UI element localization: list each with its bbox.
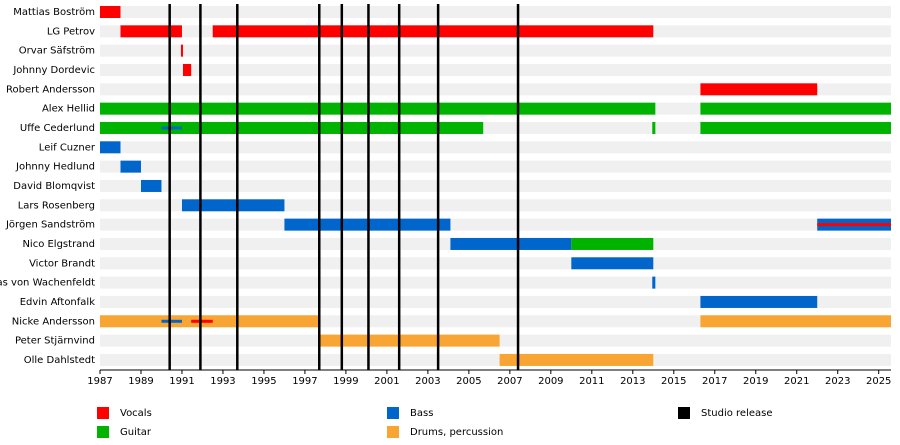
x-tick-label: 2011 bbox=[579, 376, 604, 387]
member-name: David Blomqvist bbox=[13, 181, 95, 192]
row-stripe bbox=[100, 44, 891, 57]
member-name: Lars Rosenberg bbox=[18, 200, 95, 211]
membership-bar bbox=[571, 257, 654, 270]
member-name: Johnny Dordevic bbox=[12, 65, 95, 76]
membership-bar bbox=[450, 237, 572, 250]
x-tick-label: 2001 bbox=[374, 376, 399, 387]
row-stripe bbox=[100, 141, 891, 154]
member-name: Johnny Hedlund bbox=[15, 162, 95, 173]
membership-bar bbox=[191, 319, 213, 323]
membership-bar bbox=[817, 223, 891, 227]
legend-swatch bbox=[97, 407, 109, 419]
membership-bar bbox=[161, 319, 182, 323]
membership-bar bbox=[700, 83, 818, 96]
member-name: LG Petrov bbox=[47, 26, 95, 37]
x-tick-label: 2019 bbox=[743, 376, 768, 387]
legend-label: Studio release bbox=[701, 408, 773, 419]
legend-swatch bbox=[97, 426, 109, 438]
membership-bar bbox=[100, 141, 121, 154]
row-stripe bbox=[100, 179, 891, 192]
row-stripe bbox=[100, 257, 891, 270]
membership-bar bbox=[181, 199, 285, 212]
member-name: Olle Dahlstedt bbox=[24, 355, 95, 366]
x-tick-label: 2005 bbox=[456, 376, 481, 387]
member-name: Uffe Cederlund bbox=[20, 123, 95, 134]
legend-label: Drums, percussion bbox=[410, 427, 503, 438]
x-tick-label: 2021 bbox=[784, 376, 809, 387]
member-name: Leif Cuzner bbox=[39, 142, 96, 153]
membership-bar bbox=[212, 25, 654, 38]
x-tick-label: 2025 bbox=[866, 376, 891, 387]
x-tick-label: 2007 bbox=[497, 376, 522, 387]
x-tick-label: 2015 bbox=[661, 376, 686, 387]
row-stripe bbox=[100, 218, 891, 231]
member-name: Alex Hellid bbox=[42, 104, 95, 115]
x-tick-label: 1987 bbox=[87, 376, 112, 387]
legend-label: Bass bbox=[410, 408, 433, 419]
row-stripe bbox=[100, 295, 891, 308]
legend-swatch bbox=[387, 426, 399, 438]
membership-bar bbox=[182, 63, 192, 76]
membership-bar bbox=[120, 160, 141, 173]
member-name: Nico Elgstrand bbox=[22, 239, 95, 250]
membership-bar bbox=[700, 295, 818, 308]
legend-label: Vocals bbox=[120, 408, 152, 419]
x-tick-label: 1995 bbox=[251, 376, 276, 387]
membership-bar bbox=[180, 44, 183, 57]
row-stripe bbox=[100, 199, 891, 212]
member-name: Mattias Boström bbox=[13, 7, 95, 18]
membership-bar bbox=[571, 237, 654, 250]
member-name: Peter Stjärnvind bbox=[15, 336, 95, 347]
legend-swatch bbox=[678, 407, 690, 419]
member-name: Edvin Aftonfalk bbox=[20, 297, 96, 308]
row-stripe bbox=[100, 353, 891, 366]
membership-bar bbox=[499, 353, 654, 366]
membership-bar bbox=[100, 102, 656, 115]
row-stripe bbox=[100, 160, 891, 173]
x-tick-label: 1991 bbox=[169, 376, 194, 387]
row-stripe bbox=[100, 276, 891, 289]
member-name: Tomas von Wachenfeldt bbox=[0, 278, 95, 289]
membership-bar bbox=[700, 102, 891, 115]
membership-bar bbox=[652, 121, 656, 134]
row-stripe bbox=[100, 6, 891, 18]
row-stripe bbox=[100, 63, 891, 76]
legend-swatch bbox=[387, 407, 399, 419]
membership-bar bbox=[161, 126, 182, 130]
x-tick-label: 2023 bbox=[825, 376, 850, 387]
membership-bar bbox=[120, 25, 182, 38]
x-tick-label: 2003 bbox=[415, 376, 440, 387]
x-tick-label: 1993 bbox=[210, 376, 235, 387]
member-name: Victor Brandt bbox=[29, 258, 95, 269]
member-name: Jörgen Sandström bbox=[5, 220, 95, 231]
membership-bar bbox=[100, 6, 121, 18]
membership-bar bbox=[700, 315, 891, 328]
membership-bar bbox=[700, 121, 891, 134]
membership-bar bbox=[319, 334, 500, 347]
x-tick-label: 2017 bbox=[702, 376, 727, 387]
membership-bar bbox=[140, 179, 162, 192]
legend-label: Guitar bbox=[120, 427, 152, 438]
member-name: Nicke Andersson bbox=[12, 316, 95, 327]
row-stripe bbox=[100, 83, 891, 96]
x-tick-label: 1989 bbox=[128, 376, 153, 387]
membership-bar bbox=[652, 276, 656, 289]
x-tick-label: 1997 bbox=[292, 376, 317, 387]
member-name: Robert Andersson bbox=[6, 84, 95, 95]
x-tick-label: 2013 bbox=[620, 376, 645, 387]
x-tick-label: 2009 bbox=[538, 376, 563, 387]
member-name: Orvar Säfström bbox=[19, 46, 95, 57]
x-tick-label: 1999 bbox=[333, 376, 358, 387]
membership-bar bbox=[100, 121, 484, 134]
